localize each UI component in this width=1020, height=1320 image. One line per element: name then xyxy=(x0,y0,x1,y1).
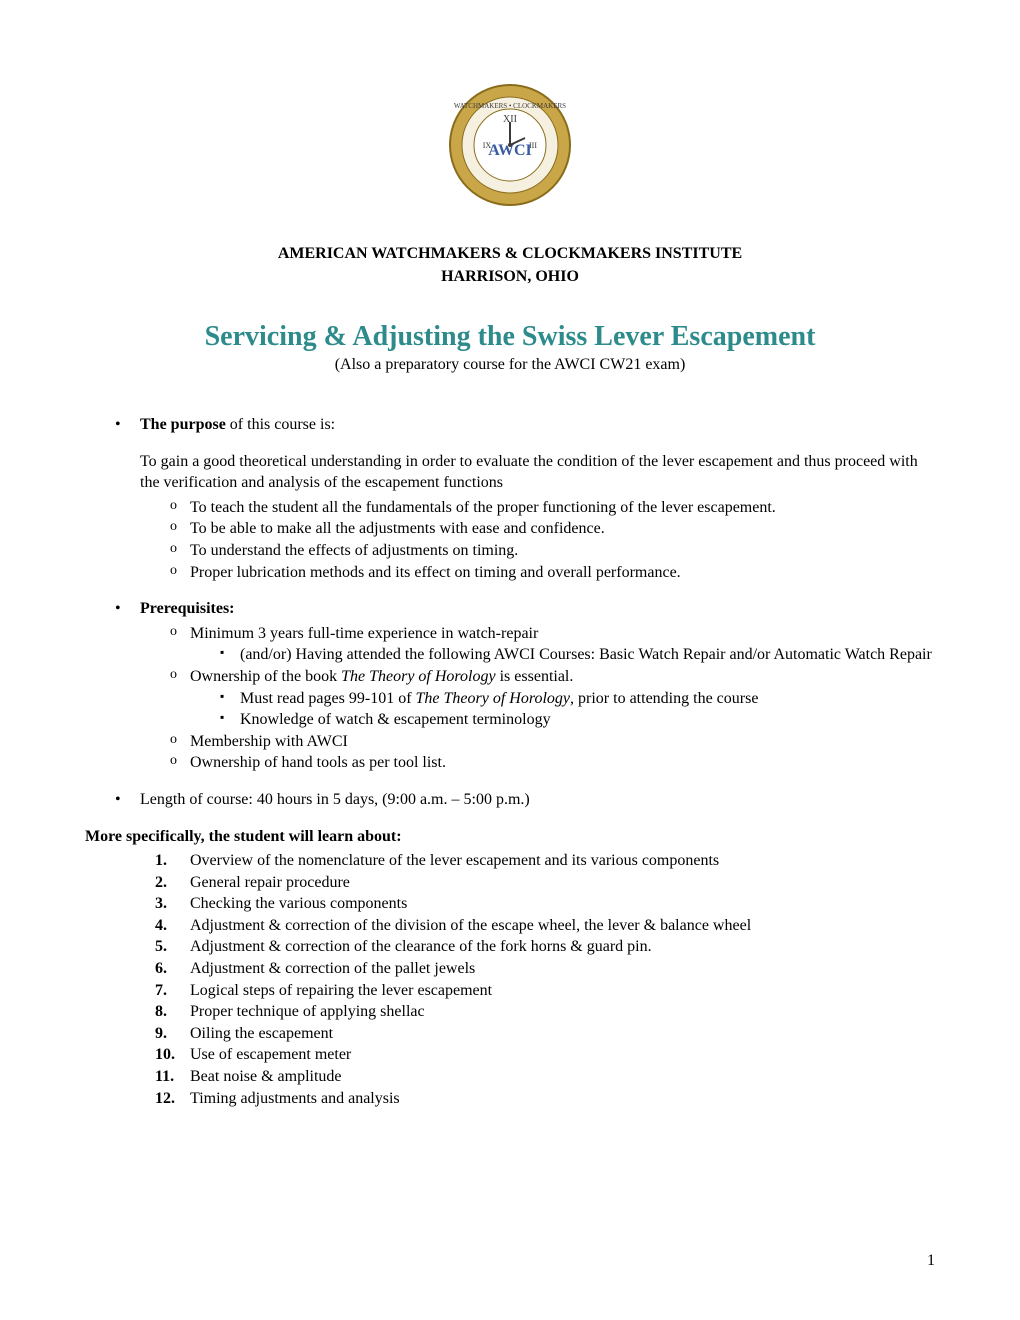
learn-item: Beat noise & amplitude xyxy=(85,1066,935,1088)
purpose-item: To teach the student all the fundamental… xyxy=(140,497,935,519)
learn-item: General repair procedure xyxy=(85,872,935,894)
content-body: The purpose of this course is: To gain a… xyxy=(85,414,935,1109)
learn-list: Overview of the nomenclature of the leve… xyxy=(85,850,935,1109)
learn-item: Use of escapement meter xyxy=(85,1044,935,1066)
prereq-sub-item: Knowledge of watch & escapement terminol… xyxy=(190,709,935,731)
prereq-item: Minimum 3 years full-time experience in … xyxy=(140,623,935,666)
learn-heading: More specifically, the student will lear… xyxy=(85,826,935,848)
purpose-label-suffix: of this course is: xyxy=(226,416,335,433)
learn-item: Timing adjustments and analysis xyxy=(85,1088,935,1110)
purpose-item: To be able to make all the adjustments w… xyxy=(140,518,935,540)
purpose-description: To gain a good theoretical understanding… xyxy=(140,451,935,494)
prereq-item: Ownership of the book The Theory of Horo… xyxy=(140,666,935,731)
org-name: AMERICAN WATCHMAKERS & CLOCKMAKERS INSTI… xyxy=(85,245,935,263)
logo-container: WATCHMAKERS • CLOCKMAKERS XII IX III AWC… xyxy=(85,80,935,215)
purpose-section: The purpose of this course is: To gain a… xyxy=(85,414,935,583)
prerequisites-section: Prerequisites: Minimum 3 years full-time… xyxy=(85,598,935,774)
main-bullet-list: The purpose of this course is: To gain a… xyxy=(85,414,935,811)
prereq-sub-post: , prior to attending the course xyxy=(570,690,758,707)
awci-logo: WATCHMAKERS • CLOCKMAKERS XII IX III AWC… xyxy=(445,80,575,215)
svg-text:WATCHMAKERS • CLOCKMAKERS: WATCHMAKERS • CLOCKMAKERS xyxy=(454,102,566,110)
purpose-item: Proper lubrication methods and its effec… xyxy=(140,562,935,584)
prereq-sub-pre: Must read pages 99-101 of xyxy=(240,690,416,707)
prereq-sub-italic: The Theory of Horology xyxy=(416,690,571,707)
learn-item: Adjustment & correction of the pallet je… xyxy=(85,958,935,980)
purpose-label: The purpose xyxy=(140,416,226,433)
prereq-text-pre: Ownership of the book xyxy=(190,668,341,685)
learn-item: Overview of the nomenclature of the leve… xyxy=(85,850,935,872)
prereq-sub-item: Must read pages 99-101 of The Theory of … xyxy=(190,688,935,710)
learn-item: Adjustment & correction of the clearance… xyxy=(85,936,935,958)
prereq-item: Membership with AWCI xyxy=(140,731,935,753)
learn-item: Adjustment & correction of the division … xyxy=(85,915,935,937)
learn-item: Proper technique of applying shellac xyxy=(85,1001,935,1023)
purpose-sublist: To teach the student all the fundamental… xyxy=(140,497,935,583)
prereq-item: Ownership of hand tools as per tool list… xyxy=(140,752,935,774)
course-title: Servicing & Adjusting the Swiss Lever Es… xyxy=(85,321,935,353)
org-location: HARRISON, OHIO xyxy=(85,268,935,286)
learn-item: Logical steps of repairing the lever esc… xyxy=(85,980,935,1002)
prereq-subsublist: Must read pages 99-101 of The Theory of … xyxy=(190,688,935,731)
prerequisites-sublist: Minimum 3 years full-time experience in … xyxy=(140,623,935,774)
length-section: Length of course: 40 hours in 5 days, (9… xyxy=(85,789,935,811)
prereq-sub-item: (and/or) Having attended the following A… xyxy=(190,644,935,666)
learn-item: Oiling the escapement xyxy=(85,1023,935,1045)
purpose-item: To understand the effects of adjustments… xyxy=(140,540,935,562)
prereq-text-italic: The Theory of Horology xyxy=(341,668,496,685)
page-number: 1 xyxy=(927,1252,935,1270)
learn-item: Checking the various components xyxy=(85,893,935,915)
prerequisites-label: Prerequisites: xyxy=(140,600,235,617)
prereq-text-post: is essential. xyxy=(496,668,574,685)
prereq-text: Minimum 3 years full-time experience in … xyxy=(190,625,538,642)
prereq-subsublist: (and/or) Having attended the following A… xyxy=(190,644,935,666)
course-subtitle: (Also a preparatory course for the AWCI … xyxy=(85,356,935,374)
